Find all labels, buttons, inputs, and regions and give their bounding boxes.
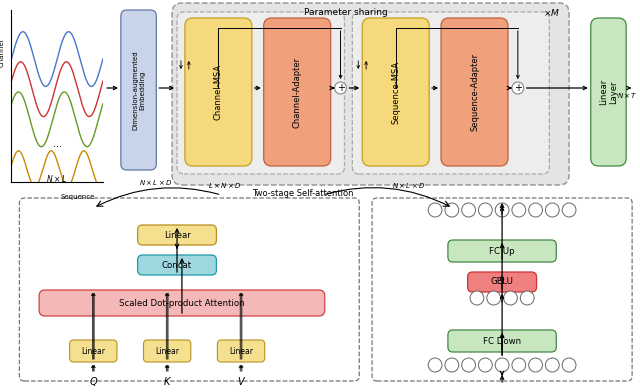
FancyBboxPatch shape [591, 18, 626, 166]
Text: K: K [164, 377, 170, 387]
Circle shape [428, 358, 442, 372]
Circle shape [512, 358, 525, 372]
Circle shape [545, 203, 559, 217]
FancyBboxPatch shape [448, 330, 556, 352]
Circle shape [445, 203, 459, 217]
Text: Sequence-MSA: Sequence-MSA [391, 60, 400, 123]
Text: Parameter sharing: Parameter sharing [304, 7, 388, 16]
Circle shape [512, 203, 525, 217]
Text: Q: Q [90, 377, 97, 387]
Text: Linear: Linear [81, 347, 105, 356]
FancyBboxPatch shape [39, 290, 324, 316]
Circle shape [495, 203, 509, 217]
Text: $N \times L$: $N \times L$ [47, 172, 67, 183]
Text: $L \times N \times D$: $L \times N \times D$ [207, 180, 241, 189]
FancyBboxPatch shape [372, 198, 632, 381]
FancyBboxPatch shape [218, 340, 265, 362]
FancyBboxPatch shape [172, 3, 569, 185]
FancyBboxPatch shape [264, 18, 331, 166]
Text: $\times M$: $\times M$ [543, 7, 560, 18]
FancyBboxPatch shape [362, 18, 429, 166]
Circle shape [479, 203, 492, 217]
Circle shape [512, 82, 524, 94]
FancyBboxPatch shape [143, 340, 191, 362]
FancyBboxPatch shape [138, 255, 216, 275]
Text: Linear: Linear [164, 230, 190, 240]
Circle shape [562, 203, 576, 217]
Text: FC Down: FC Down [483, 336, 521, 345]
Circle shape [562, 358, 576, 372]
Text: FC Up: FC Up [489, 247, 515, 256]
Text: $N \times T$: $N \times T$ [618, 91, 638, 100]
Text: +: + [514, 82, 522, 93]
Text: Channel-MSA: Channel-MSA [214, 64, 223, 120]
FancyBboxPatch shape [121, 10, 156, 170]
Circle shape [520, 291, 534, 305]
Circle shape [495, 358, 509, 372]
Text: Two-stage Self-attention: Two-stage Self-attention [252, 189, 354, 198]
FancyBboxPatch shape [448, 240, 556, 262]
Text: $N \times L \times D$: $N \times L \times D$ [139, 178, 172, 187]
FancyBboxPatch shape [441, 18, 508, 166]
Text: Sequence-Adapter: Sequence-Adapter [470, 53, 479, 131]
Circle shape [461, 358, 476, 372]
Text: $N \times L \times D$: $N \times L \times D$ [392, 180, 425, 189]
FancyBboxPatch shape [138, 225, 216, 245]
Circle shape [470, 291, 484, 305]
Text: Linear: Linear [229, 347, 253, 356]
Text: Channel-Adapter: Channel-Adapter [292, 56, 301, 127]
Circle shape [479, 358, 492, 372]
Circle shape [529, 203, 543, 217]
Text: Scaled Dot-product Attention: Scaled Dot-product Attention [119, 298, 244, 307]
FancyBboxPatch shape [177, 12, 344, 174]
FancyBboxPatch shape [70, 340, 117, 362]
Circle shape [335, 82, 346, 94]
Text: Linear
Layer: Linear Layer [599, 79, 618, 105]
Text: Concat: Concat [162, 261, 192, 270]
Circle shape [428, 203, 442, 217]
Circle shape [529, 358, 543, 372]
Text: +: + [337, 82, 344, 93]
Circle shape [504, 291, 517, 305]
FancyBboxPatch shape [353, 12, 549, 174]
Text: V: V [237, 377, 244, 387]
Text: GELU: GELU [491, 278, 513, 287]
Text: Dimension-augmented
Embedding: Dimension-augmented Embedding [132, 50, 145, 130]
Circle shape [461, 203, 476, 217]
Circle shape [445, 358, 459, 372]
FancyBboxPatch shape [468, 272, 536, 292]
FancyBboxPatch shape [19, 198, 359, 381]
Text: Linear: Linear [155, 347, 179, 356]
Circle shape [487, 291, 500, 305]
FancyBboxPatch shape [185, 18, 252, 166]
Circle shape [545, 358, 559, 372]
